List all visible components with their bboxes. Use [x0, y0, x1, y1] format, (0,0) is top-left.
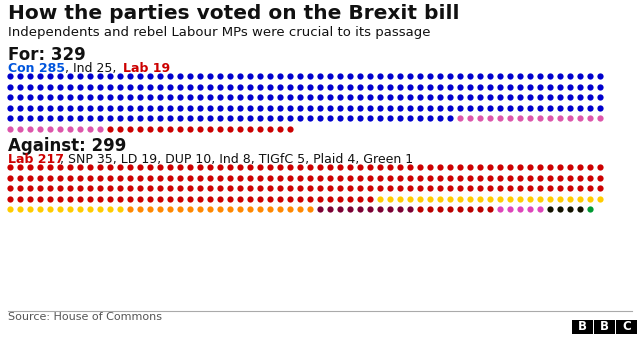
Text: How the parties voted on the Brexit bill: How the parties voted on the Brexit bill — [8, 4, 460, 23]
Bar — [572, 320, 593, 334]
Text: For: 329: For: 329 — [8, 46, 86, 64]
Text: B: B — [600, 320, 609, 334]
Text: B: B — [578, 320, 587, 334]
Text: Source: House of Commons: Source: House of Commons — [8, 312, 162, 322]
Text: Against: 299: Against: 299 — [8, 137, 126, 155]
Text: , SNP 35, LD 19, DUP 10, Ind 8, TIGfC 5, Plaid 4, Green 1: , SNP 35, LD 19, DUP 10, Ind 8, TIGfC 5,… — [60, 153, 413, 166]
Text: C: C — [622, 320, 631, 334]
Bar — [594, 320, 615, 334]
Text: Lab 217: Lab 217 — [8, 153, 64, 166]
Text: , Ind 25,: , Ind 25, — [65, 62, 120, 75]
Text: Independents and rebel Labour MPs were crucial to its passage: Independents and rebel Labour MPs were c… — [8, 26, 431, 39]
Text: Con 285: Con 285 — [8, 62, 65, 75]
Text: Lab 19: Lab 19 — [123, 62, 170, 75]
Bar — [616, 320, 637, 334]
